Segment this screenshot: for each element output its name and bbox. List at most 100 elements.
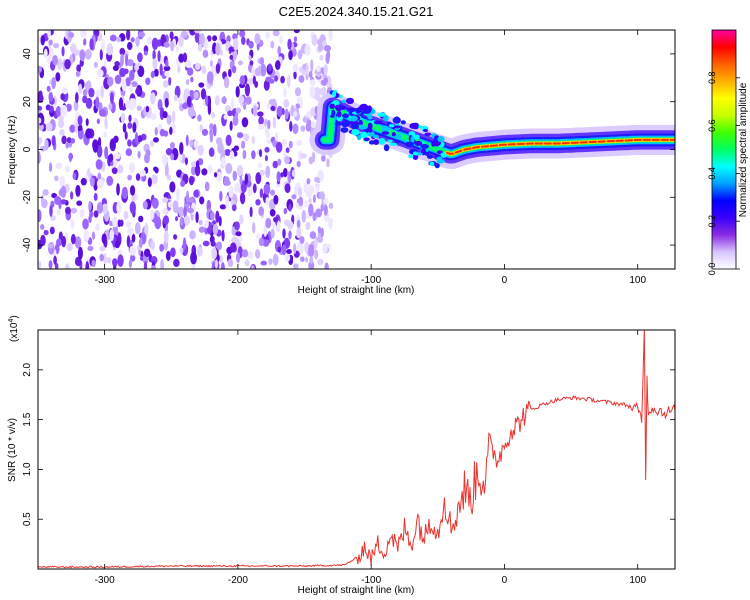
noise-blob	[130, 185, 135, 196]
noise-blob	[329, 203, 334, 209]
noise-blob	[199, 196, 204, 204]
noise-blob	[185, 157, 188, 165]
noise-blob	[165, 98, 169, 108]
noise-blob	[302, 210, 307, 223]
noise-blob	[88, 201, 92, 211]
noise-blob	[224, 76, 229, 88]
noise-blob	[181, 31, 188, 38]
noise-blob	[95, 97, 99, 110]
snr-y-tick-label: 2.0	[22, 362, 33, 376]
noise-blob	[186, 135, 189, 147]
noise-blob	[112, 216, 118, 227]
noise-blob	[145, 77, 150, 85]
noise-blob	[300, 256, 305, 262]
noise-blob	[90, 177, 95, 186]
noise-blob	[116, 201, 121, 214]
noise-blob	[265, 32, 269, 39]
spectrogram-x-tick-label: 0	[502, 275, 508, 286]
noise-blob	[309, 71, 313, 78]
noise-blob	[282, 244, 286, 255]
noise-blob	[151, 174, 158, 184]
noise-blob	[80, 209, 85, 218]
noise-blob	[203, 50, 209, 58]
signal-blob	[341, 127, 349, 133]
noise-blob	[245, 173, 248, 185]
signal-blob	[424, 133, 431, 136]
noise-blob	[113, 136, 118, 143]
snr-x-tick-label: 100	[629, 575, 646, 586]
noise-blob	[276, 171, 280, 182]
noise-blob	[135, 132, 138, 144]
noise-blob	[125, 131, 128, 140]
signal-blob	[382, 131, 390, 134]
noise-blob	[308, 203, 314, 216]
signal-blob	[387, 139, 392, 142]
noise-blob	[164, 71, 169, 77]
noise-blob	[240, 75, 246, 85]
noise-blob	[233, 171, 237, 181]
noise-blob	[115, 75, 122, 84]
noise-blob	[195, 211, 198, 223]
signal-blob	[373, 139, 379, 145]
noise-blob	[160, 129, 165, 137]
noise-blob	[109, 229, 114, 241]
signal-blob	[435, 163, 440, 168]
noise-blob	[129, 245, 136, 255]
signal-blob	[410, 136, 414, 142]
noise-blob	[135, 222, 141, 234]
signal-blob	[395, 134, 402, 140]
spectrogram-y-tick-label: 20	[22, 96, 33, 108]
noise-blob	[234, 221, 240, 230]
noise-blob	[309, 256, 313, 264]
colorbar: 0.00.20.40.60.8 Normalized spectral ampl…	[707, 30, 749, 275]
signal-blob	[368, 128, 373, 132]
noise-blob	[244, 133, 250, 141]
noise-blob	[305, 257, 308, 263]
noise-blob	[287, 39, 291, 50]
noise-blob	[115, 240, 120, 248]
noise-blob	[126, 29, 130, 40]
noise-blob	[40, 224, 44, 230]
noise-blob	[127, 122, 132, 129]
noise-blob	[175, 216, 178, 221]
noise-blob	[186, 191, 189, 204]
noise-blob	[85, 49, 92, 60]
noise-blob	[236, 252, 240, 263]
noise-blob	[65, 165, 70, 172]
noise-blob	[197, 114, 202, 121]
signal-blob	[335, 105, 341, 111]
noise-blob	[129, 70, 135, 81]
noise-blob	[211, 112, 215, 119]
noise-blob	[273, 253, 279, 265]
noise-blob	[82, 218, 89, 229]
noise-blob	[288, 231, 291, 240]
noise-blob	[92, 139, 99, 150]
noise-blob	[146, 106, 149, 113]
noise-blob	[196, 160, 199, 169]
noise-blob	[318, 43, 323, 52]
noise-blob	[220, 255, 223, 264]
noise-blob	[185, 60, 191, 68]
snr-line-group	[38, 328, 675, 568]
noise-blob	[298, 196, 303, 206]
noise-blob	[127, 42, 132, 50]
noise-blob	[255, 249, 260, 259]
noise-blob	[252, 136, 255, 144]
noise-blob	[238, 60, 243, 65]
noise-blob	[257, 111, 264, 116]
noise-blob	[271, 229, 275, 239]
noise-blob	[180, 180, 185, 187]
noise-blob	[285, 254, 290, 262]
noise-blob	[85, 82, 89, 91]
noise-blob	[289, 141, 293, 149]
noise-blob	[289, 121, 292, 132]
signal-blob	[351, 124, 359, 129]
noise-blob	[178, 54, 184, 63]
signal-blob	[420, 144, 429, 149]
noise-blob	[110, 35, 117, 42]
noise-blob	[162, 197, 168, 203]
noise-blob	[229, 55, 233, 60]
noise-blob	[106, 43, 113, 55]
noise-blob	[110, 92, 114, 104]
signal-blob	[423, 129, 428, 132]
